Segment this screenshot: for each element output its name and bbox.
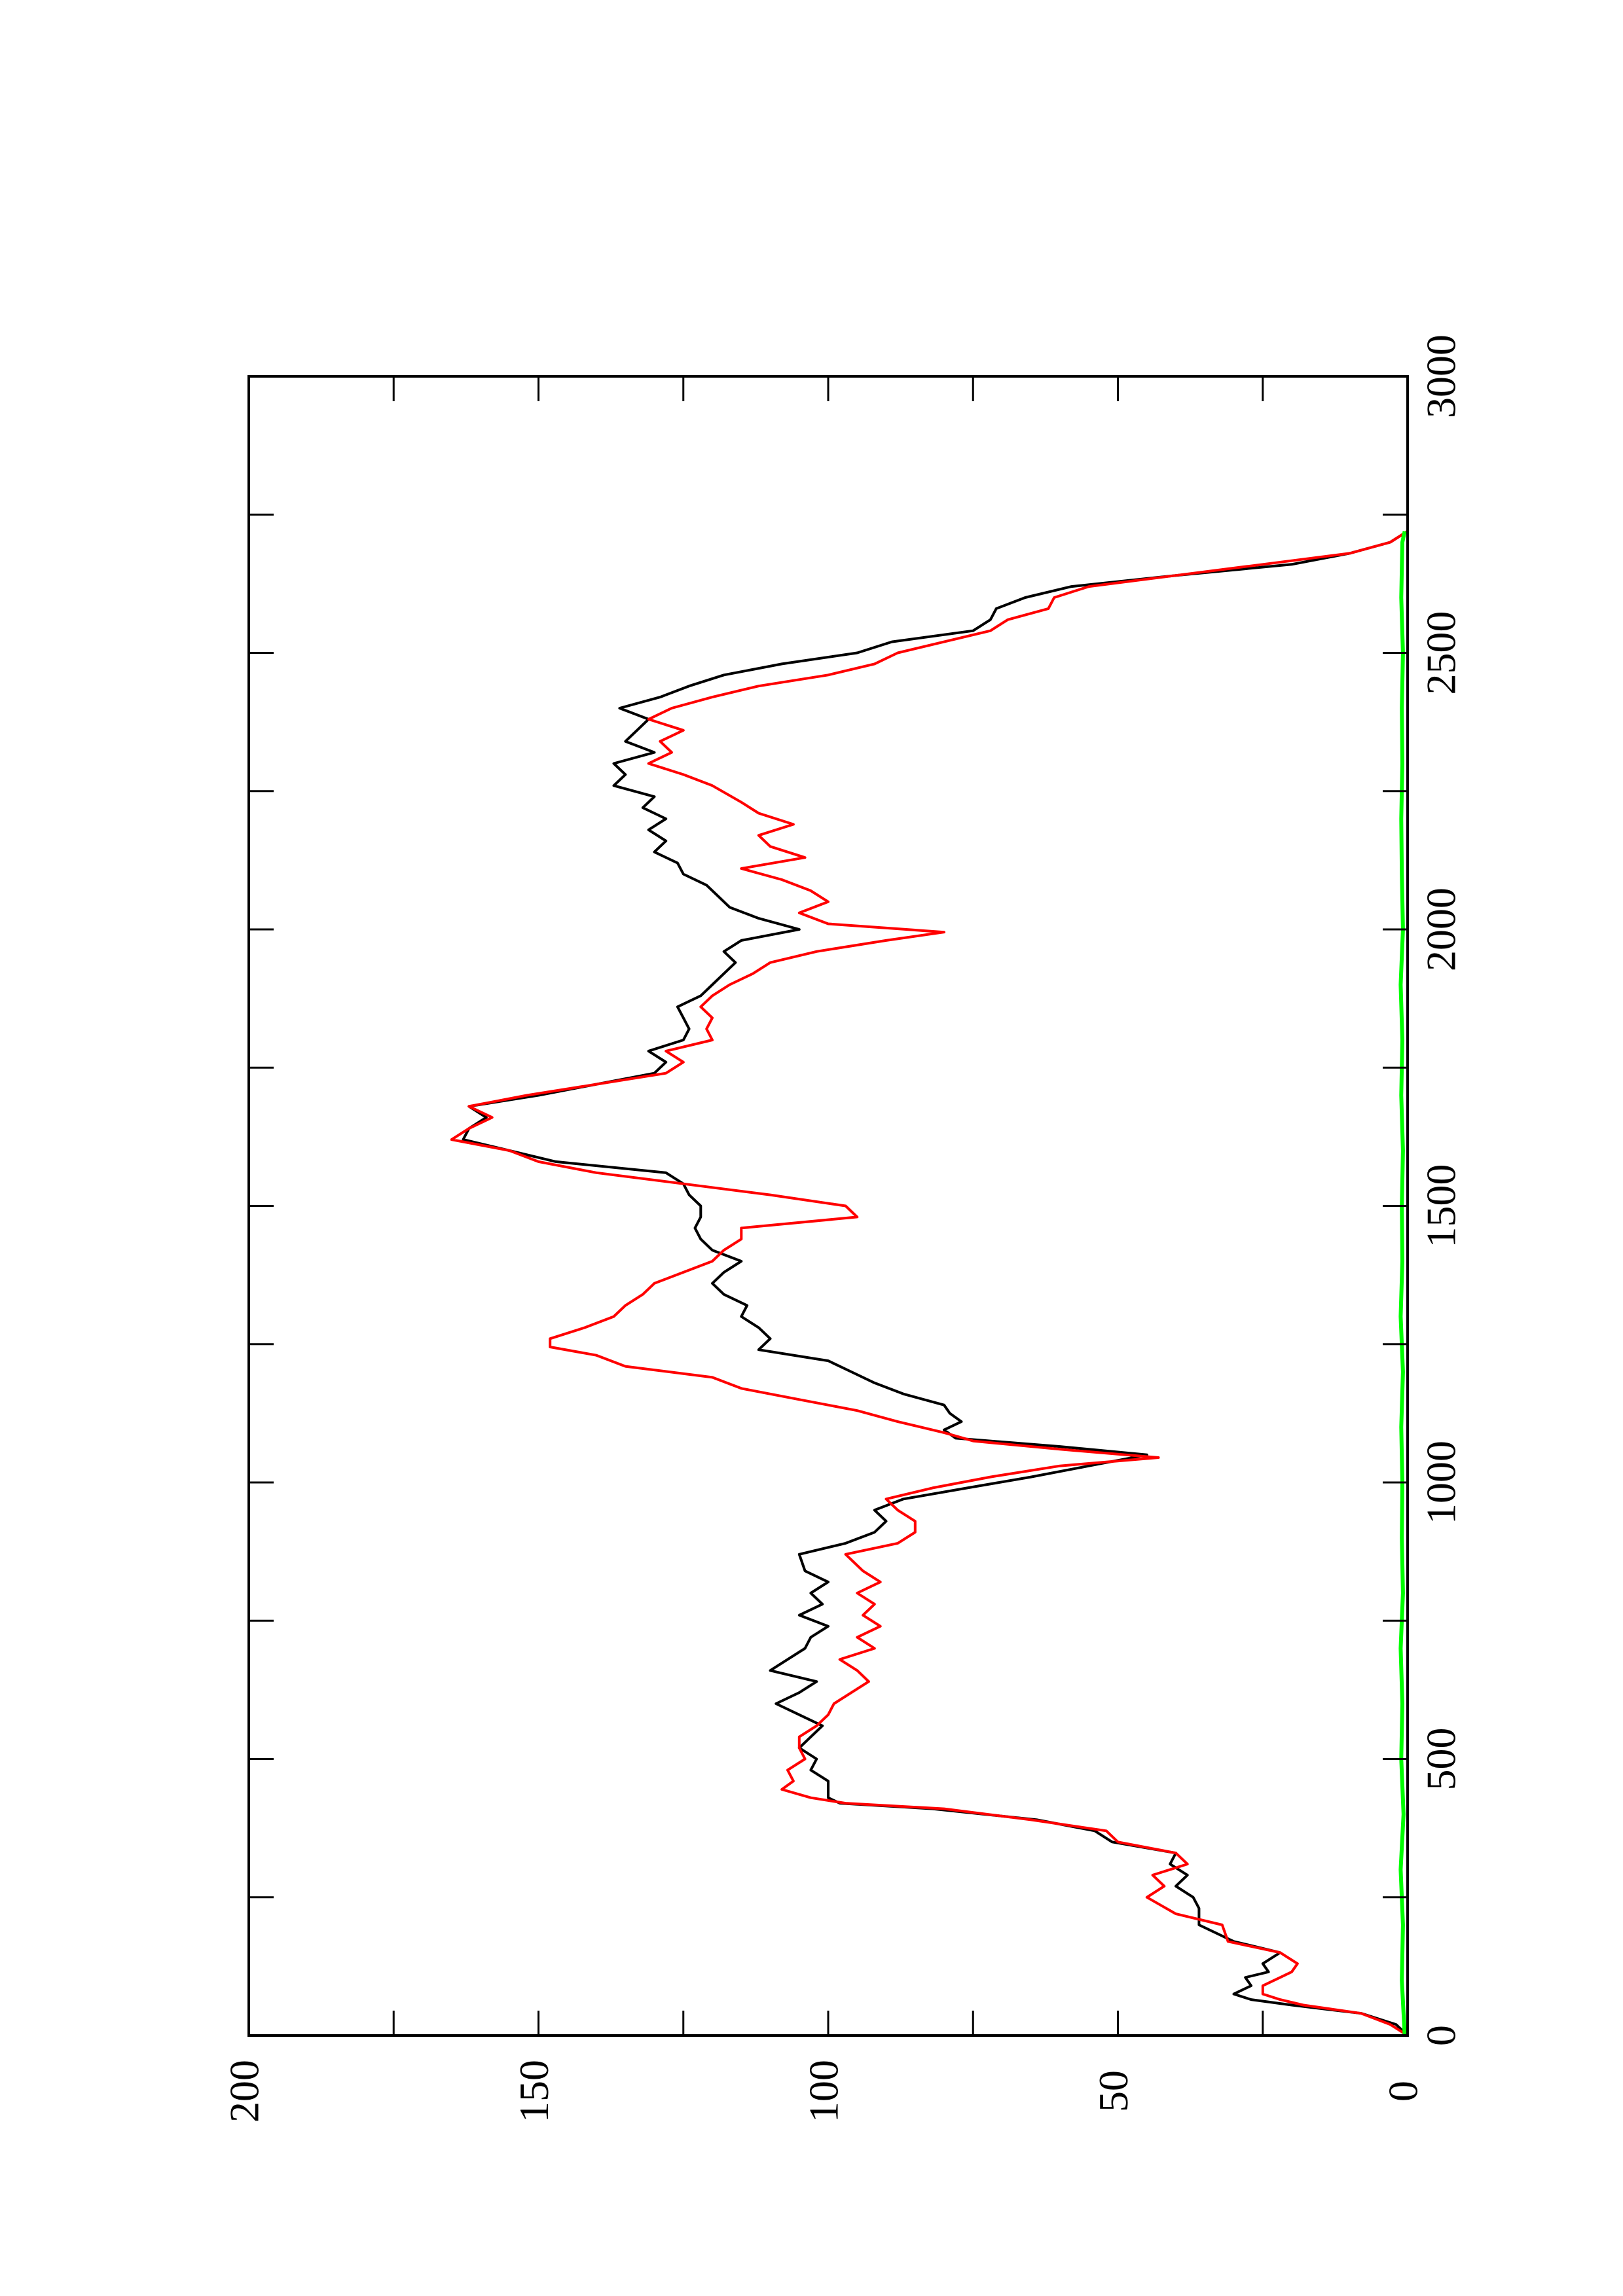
series-green-line — [1398, 530, 1407, 2036]
ticks-layer — [247, 375, 1409, 2037]
series-red-line — [450, 529, 1409, 2037]
plot-area: 0 500 1000 1500 2000 2500 3000 0 50 100 150 200 — [221, 334, 1465, 2123]
y-tick-label: 200 — [221, 2060, 268, 2123]
series-black-line — [462, 529, 1409, 2037]
y-tick-label: 50 — [1090, 2070, 1137, 2112]
x-tick-label: 0 — [1418, 2025, 1465, 2046]
x-tick-label: 2000 — [1418, 888, 1465, 971]
x-tick-label: 2500 — [1418, 611, 1465, 695]
x-tick-label: 3000 — [1418, 334, 1465, 418]
y-tick-label: 100 — [801, 2060, 847, 2123]
y-tick-label: 0 — [1380, 2081, 1427, 2102]
x-tick-label: 500 — [1418, 1728, 1465, 1791]
x-tick-label: 1000 — [1418, 1441, 1465, 1524]
x-tick-label: 1500 — [1418, 1164, 1465, 1248]
y-tick-label: 150 — [511, 2060, 557, 2123]
series-layer — [450, 529, 1409, 2037]
tick-labels-layer: 0 500 1000 1500 2000 2500 3000 0 50 100 150 200 — [221, 334, 1465, 2123]
